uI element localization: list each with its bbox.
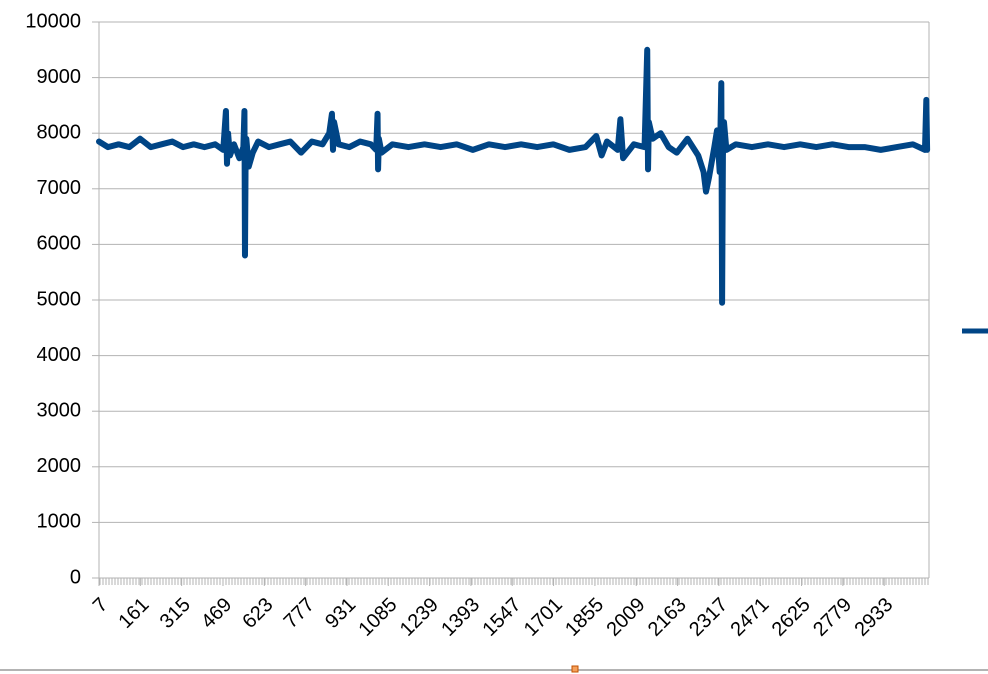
x-tick-label: 777 — [280, 594, 319, 633]
y-tick-label: 4000 — [37, 344, 82, 366]
y-tick-label: 8000 — [37, 121, 82, 143]
y-tick-label: 9000 — [37, 66, 82, 88]
x-tick-label: 2625 — [768, 594, 815, 641]
x-tick-label: 623 — [238, 594, 277, 633]
x-tick-label: 2933 — [850, 594, 897, 641]
x-tick-label: 1547 — [479, 594, 526, 641]
y-tick-label: 2000 — [37, 455, 82, 477]
x-tick-label: 1701 — [520, 594, 567, 641]
x-tick-label: 7 — [89, 594, 112, 617]
y-tick-label: 6000 — [37, 233, 82, 255]
x-tick-label: 2779 — [809, 594, 856, 641]
minor-ticks — [99, 578, 929, 585]
y-tick-label: 5000 — [37, 288, 82, 310]
x-tick-label: 2317 — [685, 594, 732, 641]
y-tick-label: 7000 — [37, 177, 82, 199]
x-tick-label: 1855 — [561, 594, 608, 641]
x-tick-label: 1239 — [396, 594, 443, 641]
y-tick-label: 10000 — [25, 10, 81, 32]
x-tick-label: 2471 — [726, 594, 773, 641]
series-line — [96, 46, 931, 306]
x-tick-label: 2009 — [602, 594, 649, 641]
x-tick-label: 1393 — [437, 594, 484, 641]
x-tick-label: 315 — [156, 594, 195, 633]
x-tick-label: 161 — [114, 594, 153, 633]
selection-handle — [571, 665, 579, 673]
y-tick-label: 0 — [70, 566, 81, 588]
x-tick-label: 2163 — [644, 594, 691, 641]
x-tick-label: 1085 — [355, 594, 402, 641]
x-tick-label: 469 — [197, 594, 236, 633]
x-tick-label: 931 — [321, 594, 360, 633]
y-tick-label: 1000 — [37, 511, 82, 533]
y-tick-label: 3000 — [37, 399, 82, 421]
